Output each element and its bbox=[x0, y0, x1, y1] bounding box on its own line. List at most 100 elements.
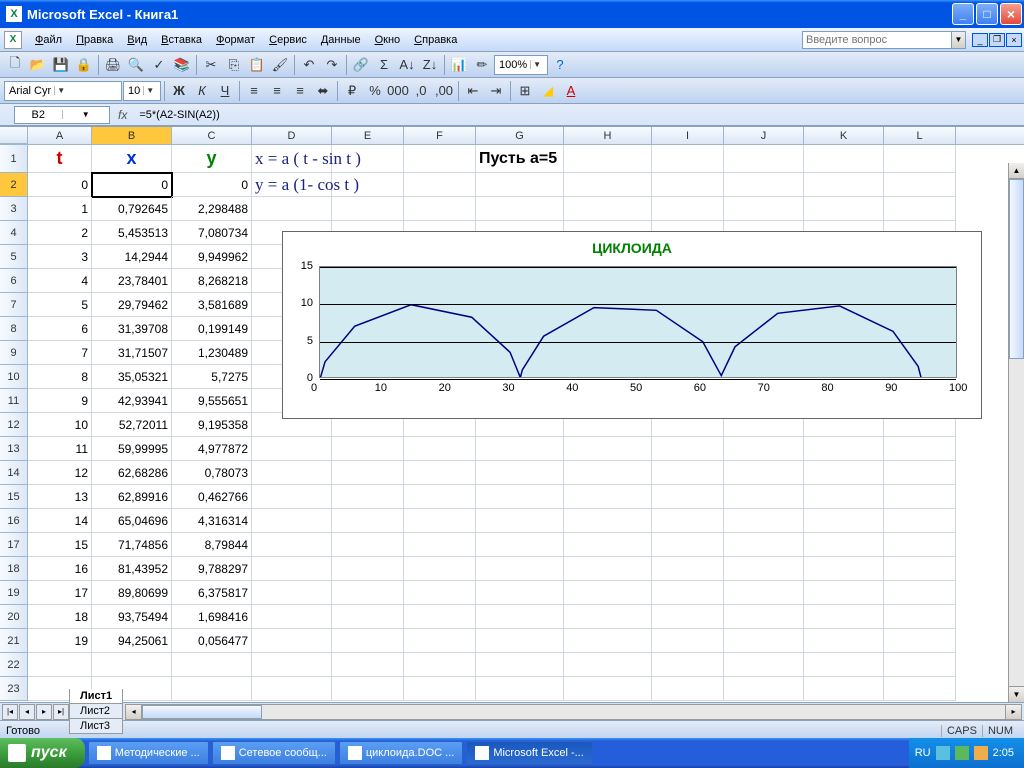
cell-J2[interactable] bbox=[724, 173, 804, 197]
italic-icon[interactable]: К bbox=[191, 80, 213, 102]
cell-F3[interactable] bbox=[404, 197, 476, 221]
chart-wizard-icon[interactable]: 📊 bbox=[448, 54, 470, 76]
cell-L3[interactable] bbox=[884, 197, 956, 221]
cell-G2[interactable] bbox=[476, 173, 564, 197]
cell-H13[interactable] bbox=[564, 437, 652, 461]
cell-C17[interactable]: 8,79844 bbox=[172, 533, 252, 557]
cell-I1[interactable] bbox=[652, 145, 724, 173]
tray-icon-1[interactable] bbox=[936, 746, 950, 760]
cell-B14[interactable]: 62,68286 bbox=[92, 461, 172, 485]
percent-icon[interactable]: % bbox=[364, 80, 386, 102]
cell-K21[interactable] bbox=[804, 629, 884, 653]
cell-F18[interactable] bbox=[404, 557, 476, 581]
cell-K15[interactable] bbox=[804, 485, 884, 509]
row-header-7[interactable]: 7 bbox=[0, 293, 28, 317]
menu-вид[interactable]: Вид bbox=[120, 32, 154, 48]
taskbar-task[interactable]: Сетевое сообщ... bbox=[212, 741, 336, 765]
cell-J14[interactable] bbox=[724, 461, 804, 485]
language-indicator[interactable]: RU bbox=[915, 747, 931, 759]
cycloid-chart[interactable]: ЦИКЛОИДА 0510150102030405060708090100 bbox=[282, 231, 982, 419]
menu-справка[interactable]: Справка bbox=[407, 32, 464, 48]
mdi-restore[interactable]: ❐ bbox=[989, 33, 1005, 47]
font-name-combo[interactable]: Arial Cyr▼ bbox=[4, 81, 122, 101]
cell-L13[interactable] bbox=[884, 437, 956, 461]
sheet-tab-Лист3[interactable]: Лист3 bbox=[69, 719, 123, 734]
font-size-combo[interactable]: 10▼ bbox=[123, 81, 161, 101]
open-icon[interactable]: 📂 bbox=[27, 54, 49, 76]
cell-A13[interactable]: 11 bbox=[28, 437, 92, 461]
cell-K16[interactable] bbox=[804, 509, 884, 533]
col-header-E[interactable]: E bbox=[332, 127, 404, 144]
scroll-down-button[interactable]: ▼ bbox=[1009, 686, 1024, 702]
cell-A18[interactable]: 16 bbox=[28, 557, 92, 581]
cell-D2[interactable]: y = a (1- cos t ) bbox=[252, 173, 332, 197]
tab-last-button[interactable]: ▸| bbox=[53, 704, 69, 720]
cell-H21[interactable] bbox=[564, 629, 652, 653]
cell-I15[interactable] bbox=[652, 485, 724, 509]
cell-A10[interactable]: 8 bbox=[28, 365, 92, 389]
cell-C2[interactable]: 0 bbox=[172, 173, 252, 197]
cell-G15[interactable] bbox=[476, 485, 564, 509]
cell-B19[interactable]: 89,80699 bbox=[92, 581, 172, 605]
sort-asc-icon[interactable]: A↓ bbox=[396, 54, 418, 76]
undo-icon[interactable]: ↶ bbox=[298, 54, 320, 76]
col-header-J[interactable]: J bbox=[724, 127, 804, 144]
row-header-6[interactable]: 6 bbox=[0, 269, 28, 293]
cell-K18[interactable] bbox=[804, 557, 884, 581]
cell-L20[interactable] bbox=[884, 605, 956, 629]
cell-B17[interactable]: 71,74856 bbox=[92, 533, 172, 557]
cell-J17[interactable] bbox=[724, 533, 804, 557]
cell-I22[interactable] bbox=[652, 653, 724, 677]
cell-L19[interactable] bbox=[884, 581, 956, 605]
cell-K3[interactable] bbox=[804, 197, 884, 221]
cell-F19[interactable] bbox=[404, 581, 476, 605]
cell-C9[interactable]: 1,230489 bbox=[172, 341, 252, 365]
cell-A15[interactable]: 13 bbox=[28, 485, 92, 509]
cell-B16[interactable]: 65,04696 bbox=[92, 509, 172, 533]
cell-A21[interactable]: 19 bbox=[28, 629, 92, 653]
research-icon[interactable]: 📚 bbox=[171, 54, 193, 76]
cell-B6[interactable]: 23,78401 bbox=[92, 269, 172, 293]
cell-D13[interactable] bbox=[252, 437, 332, 461]
cell-L15[interactable] bbox=[884, 485, 956, 509]
cell-L14[interactable] bbox=[884, 461, 956, 485]
currency-icon[interactable]: ₽ bbox=[341, 80, 363, 102]
maximize-button[interactable]: □ bbox=[976, 3, 998, 25]
tab-next-button[interactable]: ▸ bbox=[36, 704, 52, 720]
cell-A17[interactable]: 15 bbox=[28, 533, 92, 557]
cell-L2[interactable] bbox=[884, 173, 956, 197]
cell-H18[interactable] bbox=[564, 557, 652, 581]
row-header-11[interactable]: 11 bbox=[0, 389, 28, 413]
cell-E14[interactable] bbox=[332, 461, 404, 485]
col-header-A[interactable]: A bbox=[28, 127, 92, 144]
cell-H16[interactable] bbox=[564, 509, 652, 533]
system-tray[interactable]: RU 2:05 bbox=[909, 738, 1024, 768]
cell-A19[interactable]: 17 bbox=[28, 581, 92, 605]
cell-D1[interactable]: x = a ( t - sin t ) bbox=[252, 145, 332, 173]
cell-B12[interactable]: 52,72011 bbox=[92, 413, 172, 437]
permission-icon[interactable]: 🔒 bbox=[73, 54, 95, 76]
cell-A11[interactable]: 9 bbox=[28, 389, 92, 413]
cell-H15[interactable] bbox=[564, 485, 652, 509]
row-header-3[interactable]: 3 bbox=[0, 197, 28, 221]
cell-H23[interactable] bbox=[564, 677, 652, 701]
menu-файл[interactable]: Файл bbox=[28, 32, 69, 48]
cell-C10[interactable]: 5,7275 bbox=[172, 365, 252, 389]
cell-E17[interactable] bbox=[332, 533, 404, 557]
cell-L23[interactable] bbox=[884, 677, 956, 701]
row-header-2[interactable]: 2 bbox=[0, 173, 28, 197]
cell-A4[interactable]: 2 bbox=[28, 221, 92, 245]
cell-B15[interactable]: 62,89916 bbox=[92, 485, 172, 509]
bold-icon[interactable]: Ж bbox=[168, 80, 190, 102]
cell-J15[interactable] bbox=[724, 485, 804, 509]
cell-H20[interactable] bbox=[564, 605, 652, 629]
underline-icon[interactable]: Ч bbox=[214, 80, 236, 102]
cell-B7[interactable]: 29,79462 bbox=[92, 293, 172, 317]
cell-G17[interactable] bbox=[476, 533, 564, 557]
row-header-9[interactable]: 9 bbox=[0, 341, 28, 365]
sheet-tab-Лист1[interactable]: Лист1 bbox=[69, 689, 123, 704]
cell-F15[interactable] bbox=[404, 485, 476, 509]
cell-D21[interactable] bbox=[252, 629, 332, 653]
menu-сервис[interactable]: Сервис bbox=[262, 32, 314, 48]
cell-C13[interactable]: 4,977872 bbox=[172, 437, 252, 461]
